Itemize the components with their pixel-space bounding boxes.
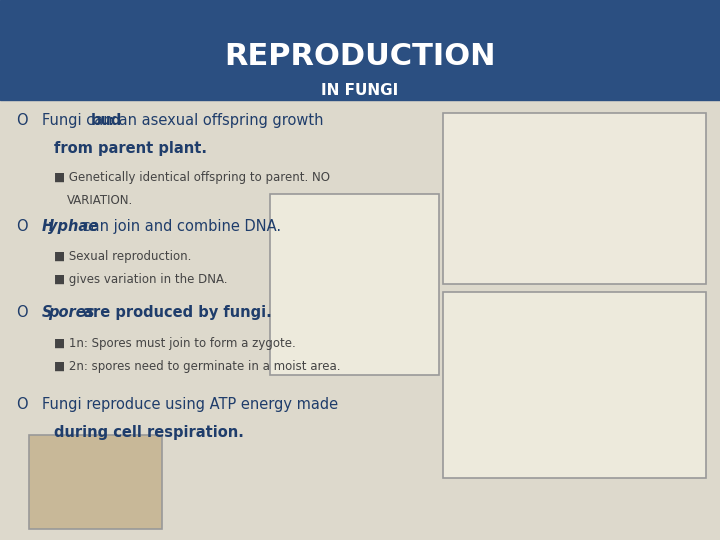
Text: O: O [16,305,27,320]
Text: O: O [16,113,27,129]
Text: Fungi can: Fungi can [42,113,117,129]
Text: ■ 2n: spores need to germinate in a moist area.: ■ 2n: spores need to germinate in a mois… [54,360,341,373]
Text: O: O [16,397,27,412]
Text: ■ 1n: Spores must join to form a zygote.: ■ 1n: Spores must join to form a zygote. [54,337,296,350]
Text: yphae: yphae [48,219,99,234]
Text: bud: bud [91,113,122,129]
Bar [443,292,706,478]
Text: REPRODUCTION: REPRODUCTION [224,42,496,71]
Text: : an asexual offspring growth: : an asexual offspring growth [109,113,324,129]
Text: Fungi reproduce using ATP energy made: Fungi reproduce using ATP energy made [42,397,338,412]
Bar [270,194,439,375]
Text: are produced by fungi.: are produced by fungi. [78,305,272,320]
Text: ■ Sexual reproduction.: ■ Sexual reproduction. [54,251,192,264]
Text: can join and combine DNA.: can join and combine DNA. [78,219,282,234]
Text: pores: pores [48,305,94,320]
Bar [0,0,720,100]
Text: O: O [16,219,27,234]
Bar [29,435,162,529]
Text: S: S [42,305,53,320]
Text: IN FUNGI: IN FUNGI [321,83,399,98]
Bar [443,113,706,284]
Text: H: H [42,219,54,234]
Text: during cell respiration.: during cell respiration. [54,425,244,440]
Text: VARIATION.: VARIATION. [67,194,133,207]
Text: ■ gives variation in the DNA.: ■ gives variation in the DNA. [54,273,228,286]
Text: ■ Genetically identical offspring to parent. NO: ■ Genetically identical offspring to par… [54,171,330,184]
Text: from parent plant.: from parent plant. [54,141,207,157]
